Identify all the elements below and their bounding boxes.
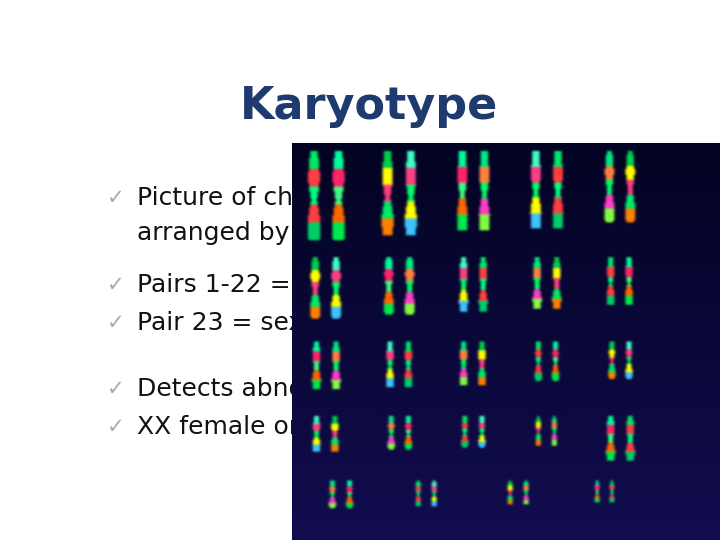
- Text: ✓: ✓: [107, 416, 125, 436]
- Text: Karyotype: Karyotype: [240, 85, 498, 128]
- Text: Pairs 1-22 = autosomes: Pairs 1-22 = autosomes: [138, 273, 436, 297]
- Text: Detects abnormalities &: Detects abnormalities &: [138, 377, 441, 401]
- Text: Picture of chromosomes: Picture of chromosomes: [138, 186, 439, 210]
- Text: ✓: ✓: [107, 313, 125, 333]
- Text: ✓: ✓: [107, 379, 125, 399]
- Text: XX female or XY male: XX female or XY male: [138, 415, 410, 438]
- Text: ✓: ✓: [107, 188, 125, 208]
- Text: ✓: ✓: [107, 275, 125, 295]
- Text: arranged by size: arranged by size: [138, 221, 346, 245]
- Text: Pair 23 = sex chromo: Pair 23 = sex chromo: [138, 310, 406, 335]
